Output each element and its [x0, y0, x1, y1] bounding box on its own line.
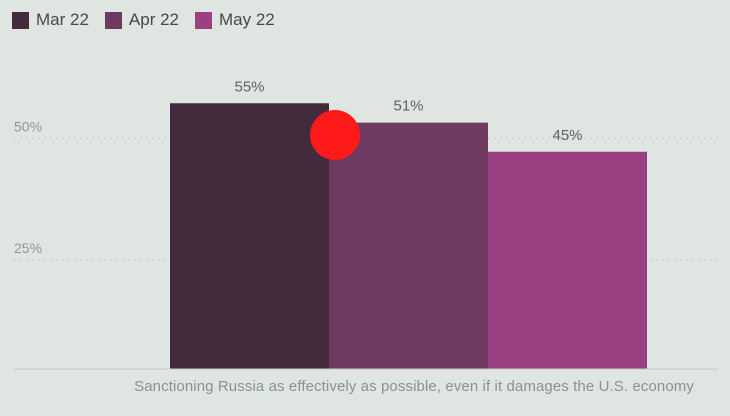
legend-item-mar-22: Mar 22	[12, 10, 89, 30]
legend-label-may-22: May 22	[219, 10, 275, 29]
legend-label-apr-22: Apr 22	[128, 10, 180, 29]
data-label-may-22: 45%	[552, 127, 582, 144]
y-tick-label-50: 50%	[14, 119, 42, 135]
category-caption: Sanctioning Russia as effectively as pos…	[134, 378, 694, 395]
legend: Mar 22 Apr 22 May 22	[12, 10, 275, 30]
legend-label-mar-22: Mar 22	[36, 10, 89, 29]
y-tick-label-25: 25%	[14, 240, 42, 256]
legend-swatch-apr-22	[104, 11, 122, 29]
bar-may-22	[488, 151, 647, 369]
data-label-apr-22: 51%	[393, 98, 423, 115]
bar-mar-22	[170, 103, 329, 369]
legend-item-may-22: May 22	[195, 10, 275, 30]
pointer-cursor-dot	[310, 110, 360, 160]
legend-swatch-may-22	[195, 11, 213, 29]
data-label-mar-22: 55%	[234, 78, 264, 95]
bar-apr-22	[329, 122, 488, 370]
legend-swatch-mar-22	[12, 11, 29, 29]
legend-item-apr-22: Apr 22	[104, 10, 180, 30]
